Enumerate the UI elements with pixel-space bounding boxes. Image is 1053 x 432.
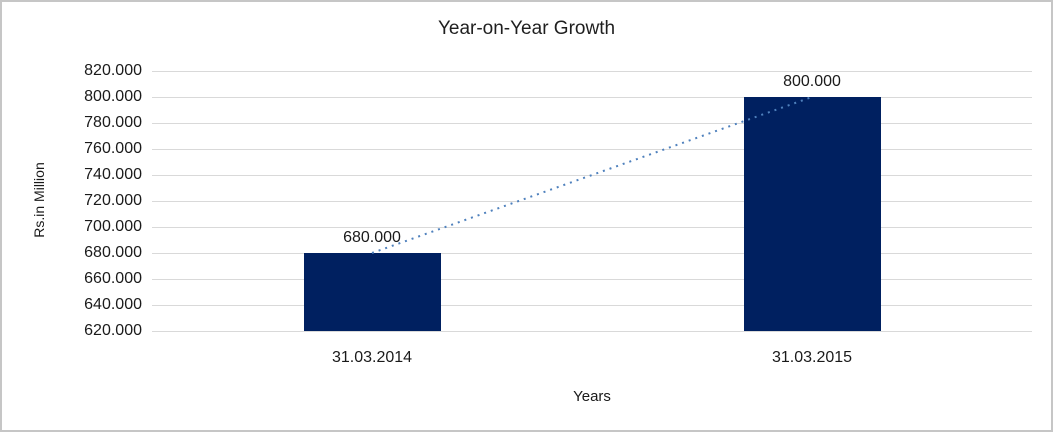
- bar-31.03.2015: [744, 97, 881, 331]
- gridline: [152, 331, 1032, 332]
- gridline: [152, 305, 1032, 306]
- data-label: 680.000: [343, 229, 401, 246]
- x-axis-title: Years: [573, 388, 611, 405]
- bar-31.03.2014: [304, 253, 441, 331]
- gridline: [152, 227, 1032, 228]
- y-axis-tick-label: 620.000: [84, 322, 142, 339]
- y-axis-tick-label: 820.000: [84, 62, 142, 79]
- plot-area: 680.000 800.000: [152, 71, 1032, 332]
- gridline: [152, 149, 1032, 150]
- trendline: [371, 96, 813, 254]
- gridline: [152, 253, 1032, 254]
- data-label: 800.000: [783, 73, 841, 90]
- gridline: [152, 175, 1032, 176]
- x-axis-tick-label: 31.03.2014: [331, 349, 413, 366]
- y-axis-tick-label: 760.000: [84, 140, 142, 157]
- chart-title: Year-on-Year Growth: [437, 18, 616, 39]
- gridline: [152, 201, 1032, 202]
- y-axis-tick-label: 740.000: [84, 166, 142, 183]
- gridline: [152, 279, 1032, 280]
- x-axis-tick-label: 31.03.2015: [771, 349, 853, 366]
- gridline: [152, 71, 1032, 72]
- y-axis-tick-label: 720.000: [84, 192, 142, 209]
- y-axis-tick-label: 640.000: [84, 296, 142, 313]
- y-axis-tick-label: 780.000: [84, 114, 142, 131]
- y-axis-tick-label: 680.000: [84, 244, 142, 261]
- y-axis-tick-label: 800.000: [84, 88, 142, 105]
- y-axis-tick-label: 700.000: [84, 218, 142, 235]
- gridline: [152, 123, 1032, 124]
- gridline: [152, 97, 1032, 98]
- y-axis-tick-label: 660.000: [84, 270, 142, 287]
